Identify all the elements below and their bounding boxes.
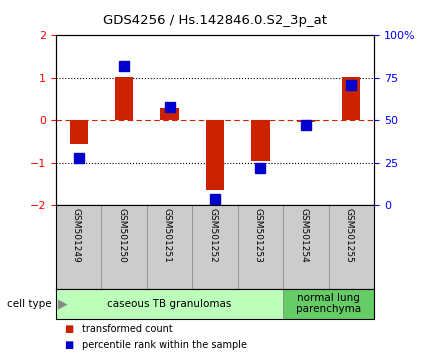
Bar [297,120,315,122]
Bar [56,205,101,289]
Text: normal lung
parenchyma: normal lung parenchyma [296,293,361,314]
Bar [283,205,329,289]
Text: caseous TB granulomas: caseous TB granulomas [108,298,232,309]
Text: GSM501255: GSM501255 [344,208,353,263]
Bar [70,120,88,144]
Text: ■: ■ [64,324,74,334]
Text: GSM501251: GSM501251 [163,208,172,263]
Bar [56,289,283,319]
Bar [342,77,360,120]
Text: GSM501253: GSM501253 [254,208,263,263]
Text: GSM501252: GSM501252 [208,208,217,263]
Text: ■: ■ [64,340,74,350]
Text: transformed count: transformed count [82,324,172,334]
Bar [238,205,283,289]
Text: cell type: cell type [7,298,52,309]
Bar [192,205,238,289]
Bar [101,205,147,289]
Bar [115,77,133,120]
Text: GDS4256 / Hs.142846.0.S2_3p_at: GDS4256 / Hs.142846.0.S2_3p_at [103,14,327,27]
Text: percentile rank within the sample: percentile rank within the sample [82,340,247,350]
Bar [252,120,270,161]
Bar [160,108,178,120]
Text: GSM501254: GSM501254 [299,208,308,263]
Text: ▶: ▶ [58,297,68,310]
Bar [147,205,192,289]
Bar [206,120,224,190]
Bar [283,289,374,319]
Text: GSM501249: GSM501249 [72,208,81,263]
Text: GSM501250: GSM501250 [117,208,126,263]
Bar [329,205,374,289]
